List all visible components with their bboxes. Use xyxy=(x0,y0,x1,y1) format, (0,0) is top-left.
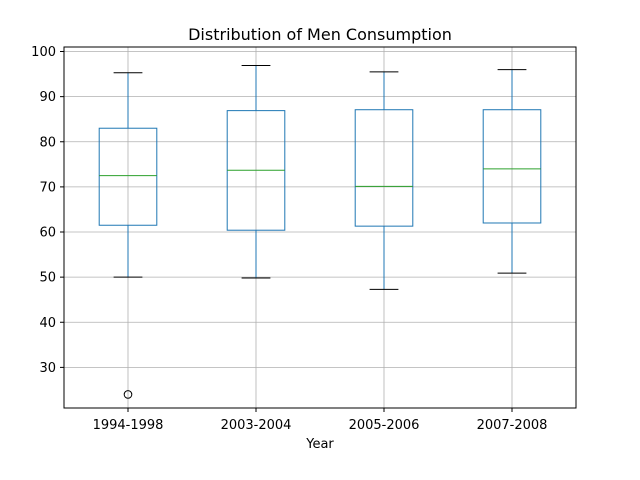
box-group xyxy=(354,71,414,290)
y-tick-label: 40 xyxy=(39,316,56,331)
x-tick-label: 2005-2006 xyxy=(349,418,420,433)
box-group xyxy=(98,72,158,399)
y-tick-label: 30 xyxy=(39,361,56,376)
x-tick-label: 1994-1998 xyxy=(93,418,164,433)
box-group xyxy=(482,69,542,274)
outlier-point xyxy=(123,390,133,399)
iqr-box xyxy=(482,109,542,224)
y-tick-label: 80 xyxy=(39,135,56,150)
box-group xyxy=(226,65,286,279)
grid-layer xyxy=(64,47,576,408)
iqr-box xyxy=(98,127,158,226)
y-tick-label: 50 xyxy=(39,271,56,286)
y-tick-label: 60 xyxy=(39,226,56,241)
y-tick-label: 100 xyxy=(31,45,56,60)
chart-title: Distribution of Men Consumption xyxy=(188,25,452,44)
y-tick-label: 90 xyxy=(39,90,56,105)
iqr-box xyxy=(354,109,414,227)
plot-frame xyxy=(63,46,577,409)
box-layer xyxy=(98,65,542,399)
x-axis-label: Year xyxy=(305,437,334,452)
x-tick-label: 2007-2008 xyxy=(477,418,548,433)
x-tick-label: 2003-2004 xyxy=(221,418,292,433)
y-tick-label: 70 xyxy=(39,180,56,195)
tick-layer: 30 40 50 60 70 80 90 100 1994-1998 2003-2004 2005-… xyxy=(31,45,547,433)
